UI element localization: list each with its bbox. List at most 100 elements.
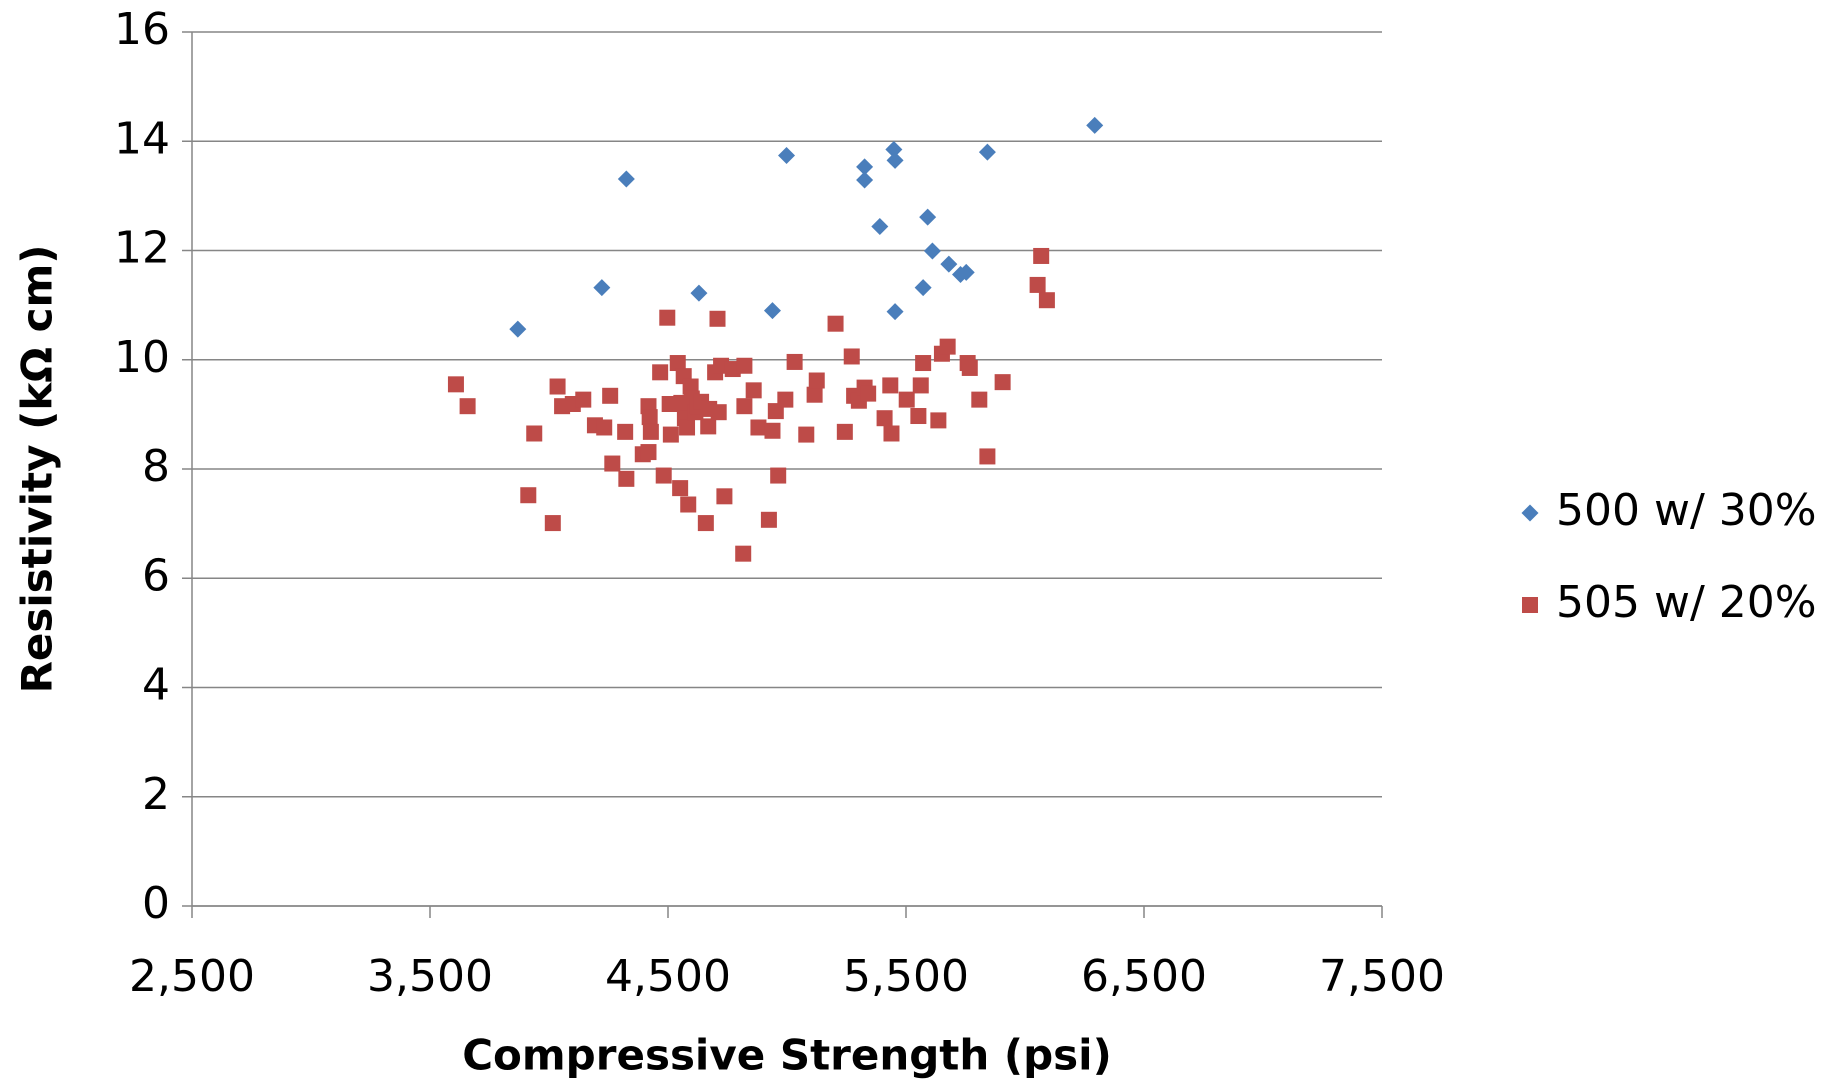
point — [856, 158, 874, 176]
legend-label: 500 w/ 30% — [1556, 485, 1817, 536]
point — [798, 426, 815, 443]
point — [575, 391, 592, 408]
point — [710, 404, 727, 421]
point — [750, 419, 767, 436]
point — [509, 320, 527, 338]
point — [778, 146, 796, 164]
point — [914, 279, 932, 297]
point — [1086, 116, 1104, 134]
point — [659, 309, 676, 326]
point — [655, 467, 672, 484]
point — [735, 545, 752, 562]
point — [1038, 292, 1055, 309]
point — [593, 279, 611, 297]
point — [604, 455, 621, 472]
point — [1029, 276, 1046, 293]
point — [700, 418, 717, 435]
point — [882, 377, 899, 394]
point — [994, 374, 1011, 391]
x-tick-label: 5,500 — [843, 951, 969, 1002]
legend-marker — [1521, 504, 1539, 522]
y-tick-label: 0 — [142, 878, 170, 929]
y-tick-label: 10 — [114, 332, 170, 383]
y-axis-title: Resistivity (kΩ cm) — [13, 245, 62, 694]
point — [709, 310, 726, 327]
point — [885, 140, 903, 158]
point — [930, 412, 947, 429]
point — [886, 303, 904, 321]
point — [910, 408, 927, 425]
point — [886, 151, 904, 169]
point — [679, 419, 696, 436]
legend-label: 505 w/ 20% — [1556, 577, 1817, 628]
point — [602, 387, 619, 404]
point — [806, 386, 823, 403]
point — [777, 391, 794, 408]
point — [940, 255, 958, 273]
point — [876, 410, 893, 427]
point — [617, 423, 634, 440]
y-tick-label: 6 — [142, 550, 170, 601]
x-tick-label: 4,500 — [605, 951, 731, 1002]
point — [736, 398, 753, 415]
point — [697, 515, 714, 532]
y-tick-label: 8 — [142, 441, 170, 492]
point — [836, 423, 853, 440]
point — [898, 391, 915, 408]
point — [682, 378, 699, 395]
point — [596, 419, 613, 436]
point — [856, 171, 874, 189]
point — [843, 348, 860, 365]
point — [669, 355, 686, 372]
point — [1033, 247, 1050, 264]
point — [447, 376, 464, 393]
legend-marker — [1522, 597, 1538, 613]
point — [827, 315, 844, 332]
point — [770, 467, 787, 484]
point — [912, 377, 929, 394]
point — [939, 338, 956, 355]
point — [860, 385, 877, 402]
point — [549, 378, 566, 395]
point — [786, 353, 803, 370]
point — [716, 488, 733, 505]
point — [760, 511, 777, 528]
y-tick-label: 12 — [114, 223, 170, 274]
y-tick-label: 4 — [142, 660, 170, 711]
point — [618, 470, 635, 487]
point — [520, 487, 537, 504]
point — [544, 515, 561, 532]
point — [961, 359, 978, 376]
point — [915, 355, 932, 372]
point — [957, 263, 975, 281]
point — [745, 382, 762, 399]
point — [763, 302, 781, 320]
point — [680, 496, 697, 513]
point — [642, 423, 659, 440]
point — [764, 422, 781, 439]
point — [640, 444, 657, 461]
y-tick-label: 16 — [114, 4, 170, 55]
x-tick-label: 6,500 — [1081, 951, 1207, 1002]
x-tick-label: 2,500 — [129, 951, 255, 1002]
y-tick-label: 2 — [142, 769, 170, 820]
point — [808, 372, 825, 389]
x-tick-label: 7,500 — [1319, 951, 1445, 1002]
y-tick-label: 14 — [114, 113, 170, 164]
point — [919, 208, 937, 226]
point — [652, 364, 669, 381]
point — [672, 480, 689, 497]
point — [971, 391, 988, 408]
point — [459, 398, 476, 415]
point — [871, 217, 889, 235]
point — [662, 426, 679, 443]
point — [979, 448, 996, 465]
point — [526, 425, 543, 442]
point — [690, 284, 708, 302]
x-tick-label: 3,500 — [367, 951, 493, 1002]
point — [923, 242, 941, 260]
point — [736, 357, 753, 374]
point — [617, 170, 635, 188]
x-axis-title: Compressive Strength (psi) — [462, 1031, 1112, 1080]
